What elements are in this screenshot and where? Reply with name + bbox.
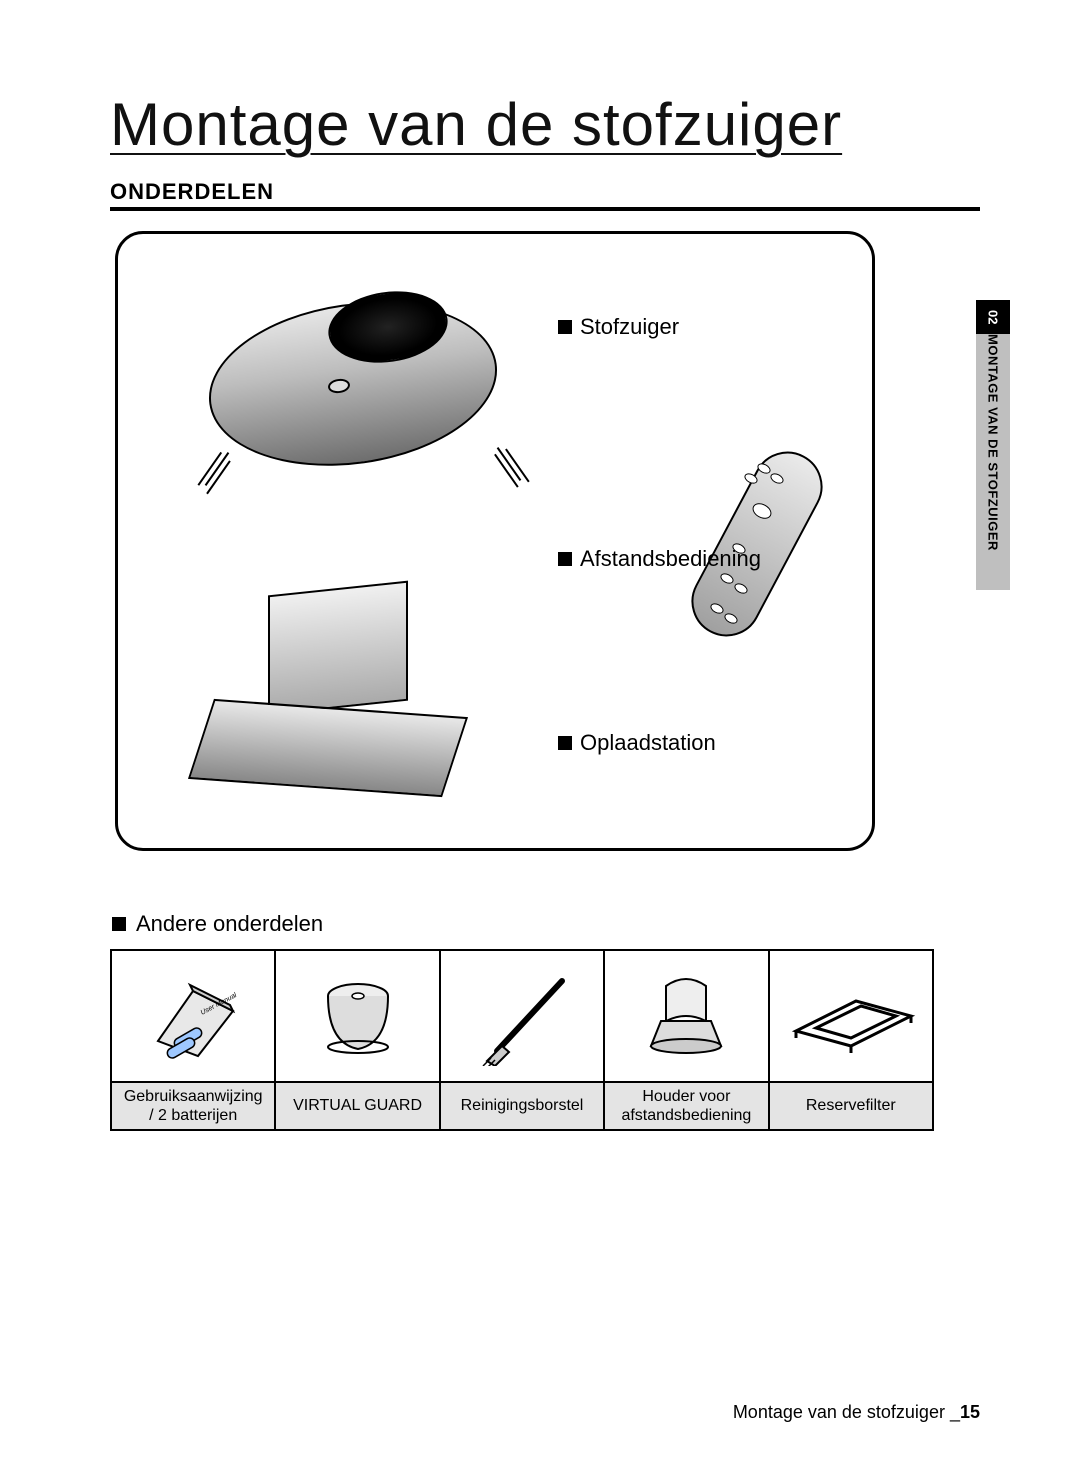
part-label: Gebruiksaanwijzing/ 2 batterijen [112,1081,274,1129]
part-cell-filter: Reservefilter [770,951,934,1129]
label-text: Oplaadstation [580,730,716,756]
holder-icon [605,951,767,1081]
section-tab: 02 MONTAGE VAN DE STOFZUIGER [976,300,1010,590]
label-text: Afstandsbediening [580,546,761,572]
other-parts-grid: User Manual Gebruiksaanwijzing/ 2 batter… [110,949,934,1131]
label-oplaadstation: Oplaadstation [558,730,716,756]
label-afstandsbediening: Afstandsbediening [558,546,761,572]
guard-icon [276,951,438,1081]
part-cell-brush: Reinigingsborstel [441,951,605,1129]
other-parts-heading: Andere onderdelen [136,911,323,937]
page-footer: Montage van de stofzuiger _15 [733,1402,980,1423]
part-label: Reinigingsborstel [441,1081,603,1129]
part-label: Houder voorafstandsbediening [605,1081,767,1129]
label-text: Stofzuiger [580,314,679,340]
part-label: Reservefilter [770,1081,932,1129]
page-title: Montage van de stofzuiger [110,90,980,159]
other-parts-heading-row: Andere onderdelen [112,911,980,937]
part-cell-guard: VIRTUAL GUARD [276,951,440,1129]
bullet-icon [558,736,572,750]
page-number: 15 [960,1402,980,1422]
bullet-icon [112,917,126,931]
part-cell-holder: Houder voorafstandsbediening [605,951,769,1129]
brush-icon [441,951,603,1081]
bullet-icon [558,552,572,566]
part-label: VIRTUAL GUARD [276,1081,438,1129]
dock-illustration [188,588,468,818]
section-tab-number: 02 [986,310,1001,324]
vacuum-illustration [168,274,528,494]
section-tab-label: MONTAGE VAN DE STOFZUIGER [986,334,1001,551]
components-box: Stofzuiger Afstandsbediening Oplaadstati… [115,231,875,851]
manual-icon: User Manual [112,951,274,1081]
section-rule [110,207,980,211]
bullet-icon [558,320,572,334]
label-stofzuiger: Stofzuiger [558,314,679,340]
section-heading: ONDERDELEN [110,179,980,205]
part-cell-manual: User Manual Gebruiksaanwijzing/ 2 batter… [112,951,276,1129]
filter-icon [770,951,932,1081]
footer-text: Montage van de stofzuiger _ [733,1402,960,1422]
